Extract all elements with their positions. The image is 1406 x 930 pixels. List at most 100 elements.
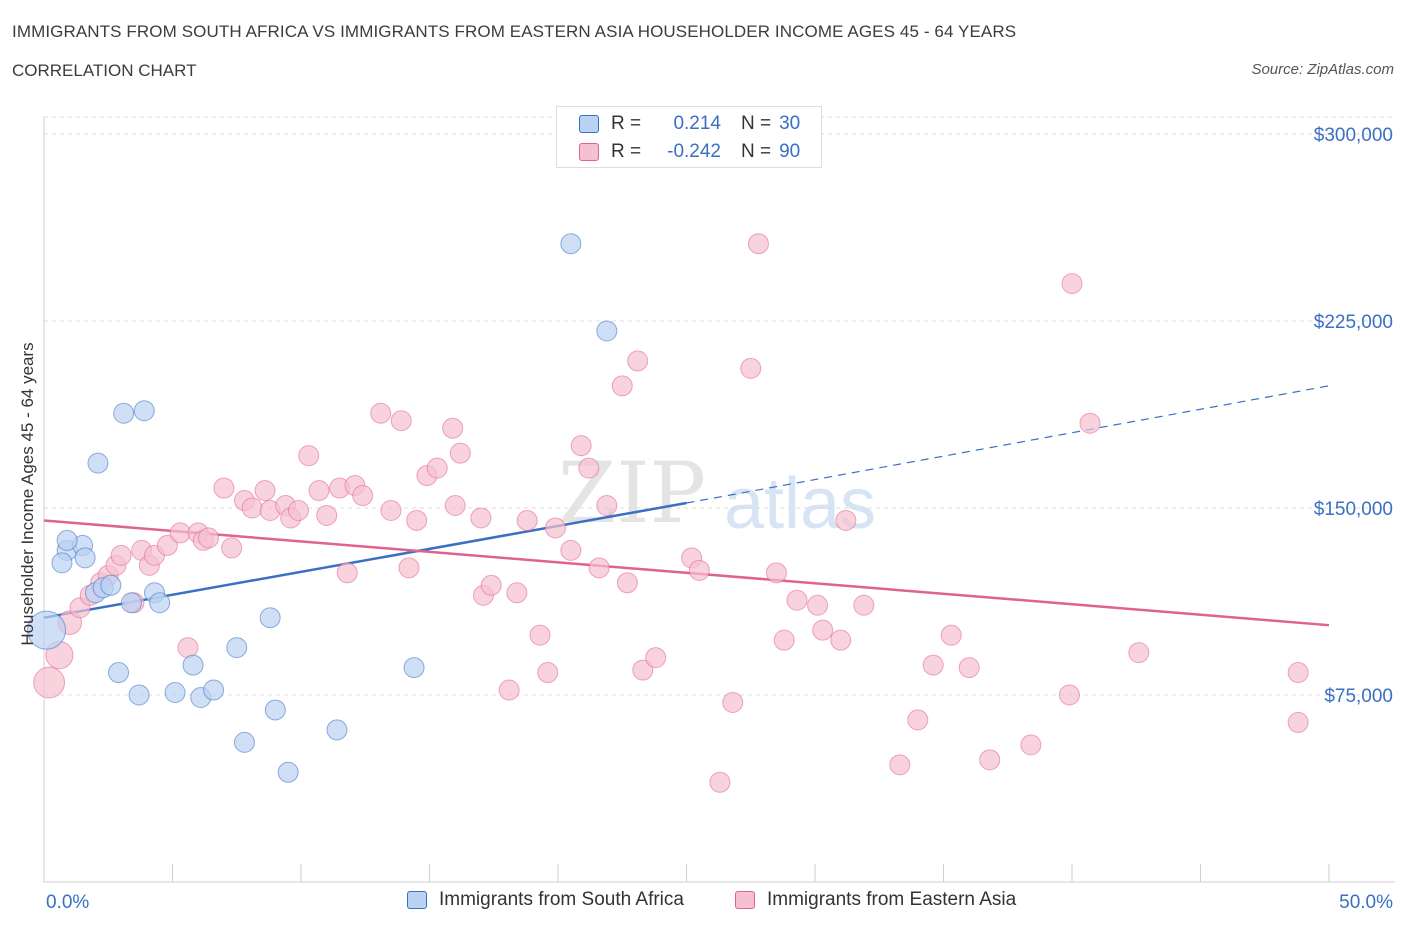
eastern-asia-point [940,624,962,646]
eastern-asia-point [544,517,566,539]
eastern-asia-point [835,509,857,531]
legend-r-label: R = [611,113,642,134]
south-africa-point [264,699,286,721]
eastern-asia-point [709,771,731,793]
south-africa-point [277,761,299,783]
watermark: ZIP atlas [558,444,876,544]
x-tick-labels: 0.0% 50.0% [46,892,1393,913]
eastern-asia-point [480,574,502,596]
legend-n-label: N = [741,113,772,134]
eastern-asia-trend-line [43,519,1330,627]
legend-swatch-pink [735,891,755,909]
eastern-asia-point [506,582,528,604]
south-africa-point [120,592,142,614]
eastern-asia-point [169,522,191,544]
south-africa-point [203,679,225,701]
chart-subtitle: CORRELATION CHART [12,61,197,80]
eastern-asia-point [1287,711,1309,733]
eastern-asia-point [740,357,762,379]
legend-row-eastern-asia: R = -0.242 N = 90 [579,139,800,165]
eastern-asia-point [616,572,638,594]
eastern-asia-point [316,504,338,526]
eastern-asia-point [853,594,875,616]
chart-title: IMMIGRANTS FROM SOUTH AFRICA VS IMMIGRAN… [12,22,1017,41]
eastern-asia-point [352,485,374,507]
south-africa-point [27,610,67,650]
eastern-asia-point [213,477,235,499]
eastern-asia-point [197,527,219,549]
eastern-asia-point [287,499,309,521]
south-africa-point [596,320,618,342]
legend-swatch-pink [579,143,599,161]
y-tick-label: $225,000 [1314,312,1393,333]
eastern-asia-point [570,435,592,457]
eastern-asia-point [979,749,1001,771]
eastern-asia-point [426,457,448,479]
south-africa-point [51,552,73,574]
legend-label-eastern-asia: Immigrants from Eastern Asia [767,889,1017,910]
south-africa-point [560,233,582,255]
eastern-asia-point [241,497,263,519]
eastern-asia-point [830,629,852,651]
legend-r-value: 0.214 [673,113,721,134]
south-africa-point [164,682,186,704]
eastern-asia-point [406,509,428,531]
eastern-asia-point [1128,642,1150,664]
eastern-asia-point [765,562,787,584]
south-africa-point [108,662,130,684]
y-tick-label: $75,000 [1324,686,1393,707]
eastern-asia-point [110,544,132,566]
eastern-asia-point [632,659,654,681]
eastern-asia-point [747,233,769,255]
south-africa-point [113,402,135,424]
eastern-asia-point [470,507,492,529]
legend-swatch-blue [579,115,599,133]
legend-row-south-africa: R = 0.214 N = 30 [579,111,800,137]
eastern-asia-point [336,562,358,584]
eastern-asia-point [688,559,710,581]
eastern-asia-point [380,499,402,521]
legend-item-eastern-asia[interactable]: Immigrants from Eastern Asia [735,889,1016,911]
legend-swatch-blue [407,891,427,909]
eastern-asia-point [390,410,412,432]
eastern-asia-point [812,619,834,641]
south-africa-trend-extension [686,385,1330,504]
south-africa-point [259,607,281,629]
south-africa-point [100,574,122,596]
south-africa-point [87,452,109,474]
correlation-legend: R = 0.214 N = 30 R = -0.242 N = 90 [556,106,822,168]
legend-n-label: N = [741,141,772,162]
legend-label-south-africa: Immigrants from South Africa [439,889,684,910]
legend-r-label: R = [611,141,642,162]
eastern-asia-point [1020,734,1042,756]
y-axis-label: Householder Income Ages 45 - 64 years [18,342,37,645]
legend-n-value: 30 [779,113,801,134]
south-africa-point [128,684,150,706]
eastern-asia-point [560,539,582,561]
y-tick-label: $150,000 [1314,499,1393,520]
eastern-asia-point [1287,662,1309,684]
eastern-asia-point [442,417,464,439]
eastern-asia-point [529,624,551,646]
y-tick-label: $300,000 [1314,125,1393,146]
eastern-asia-point [922,654,944,676]
legend-r-value: -0.242 [667,141,721,162]
legend-item-south-africa[interactable]: Immigrants from South Africa [407,889,684,911]
eastern-asia-point [611,375,633,397]
source-credit: Source: ZipAtlas.com [1251,61,1394,78]
south-africa-point [74,547,96,569]
eastern-asia-point [298,445,320,467]
x-tick-label: 50.0% [1339,892,1393,913]
y-tick-labels: $75,000 $150,000 $225,000 $300,000 [1314,125,1393,707]
south-africa-point [133,400,155,422]
axes [43,117,1395,883]
watermark-zip: ZIP [558,444,706,542]
eastern-asia-point [308,480,330,502]
eastern-asia-point [370,402,392,424]
south-africa-point [182,654,204,676]
eastern-asia-point [773,629,795,651]
south-africa-point [233,731,255,753]
south-africa-point [226,637,248,659]
south-africa-point [403,657,425,679]
grid-lines [44,116,1395,696]
